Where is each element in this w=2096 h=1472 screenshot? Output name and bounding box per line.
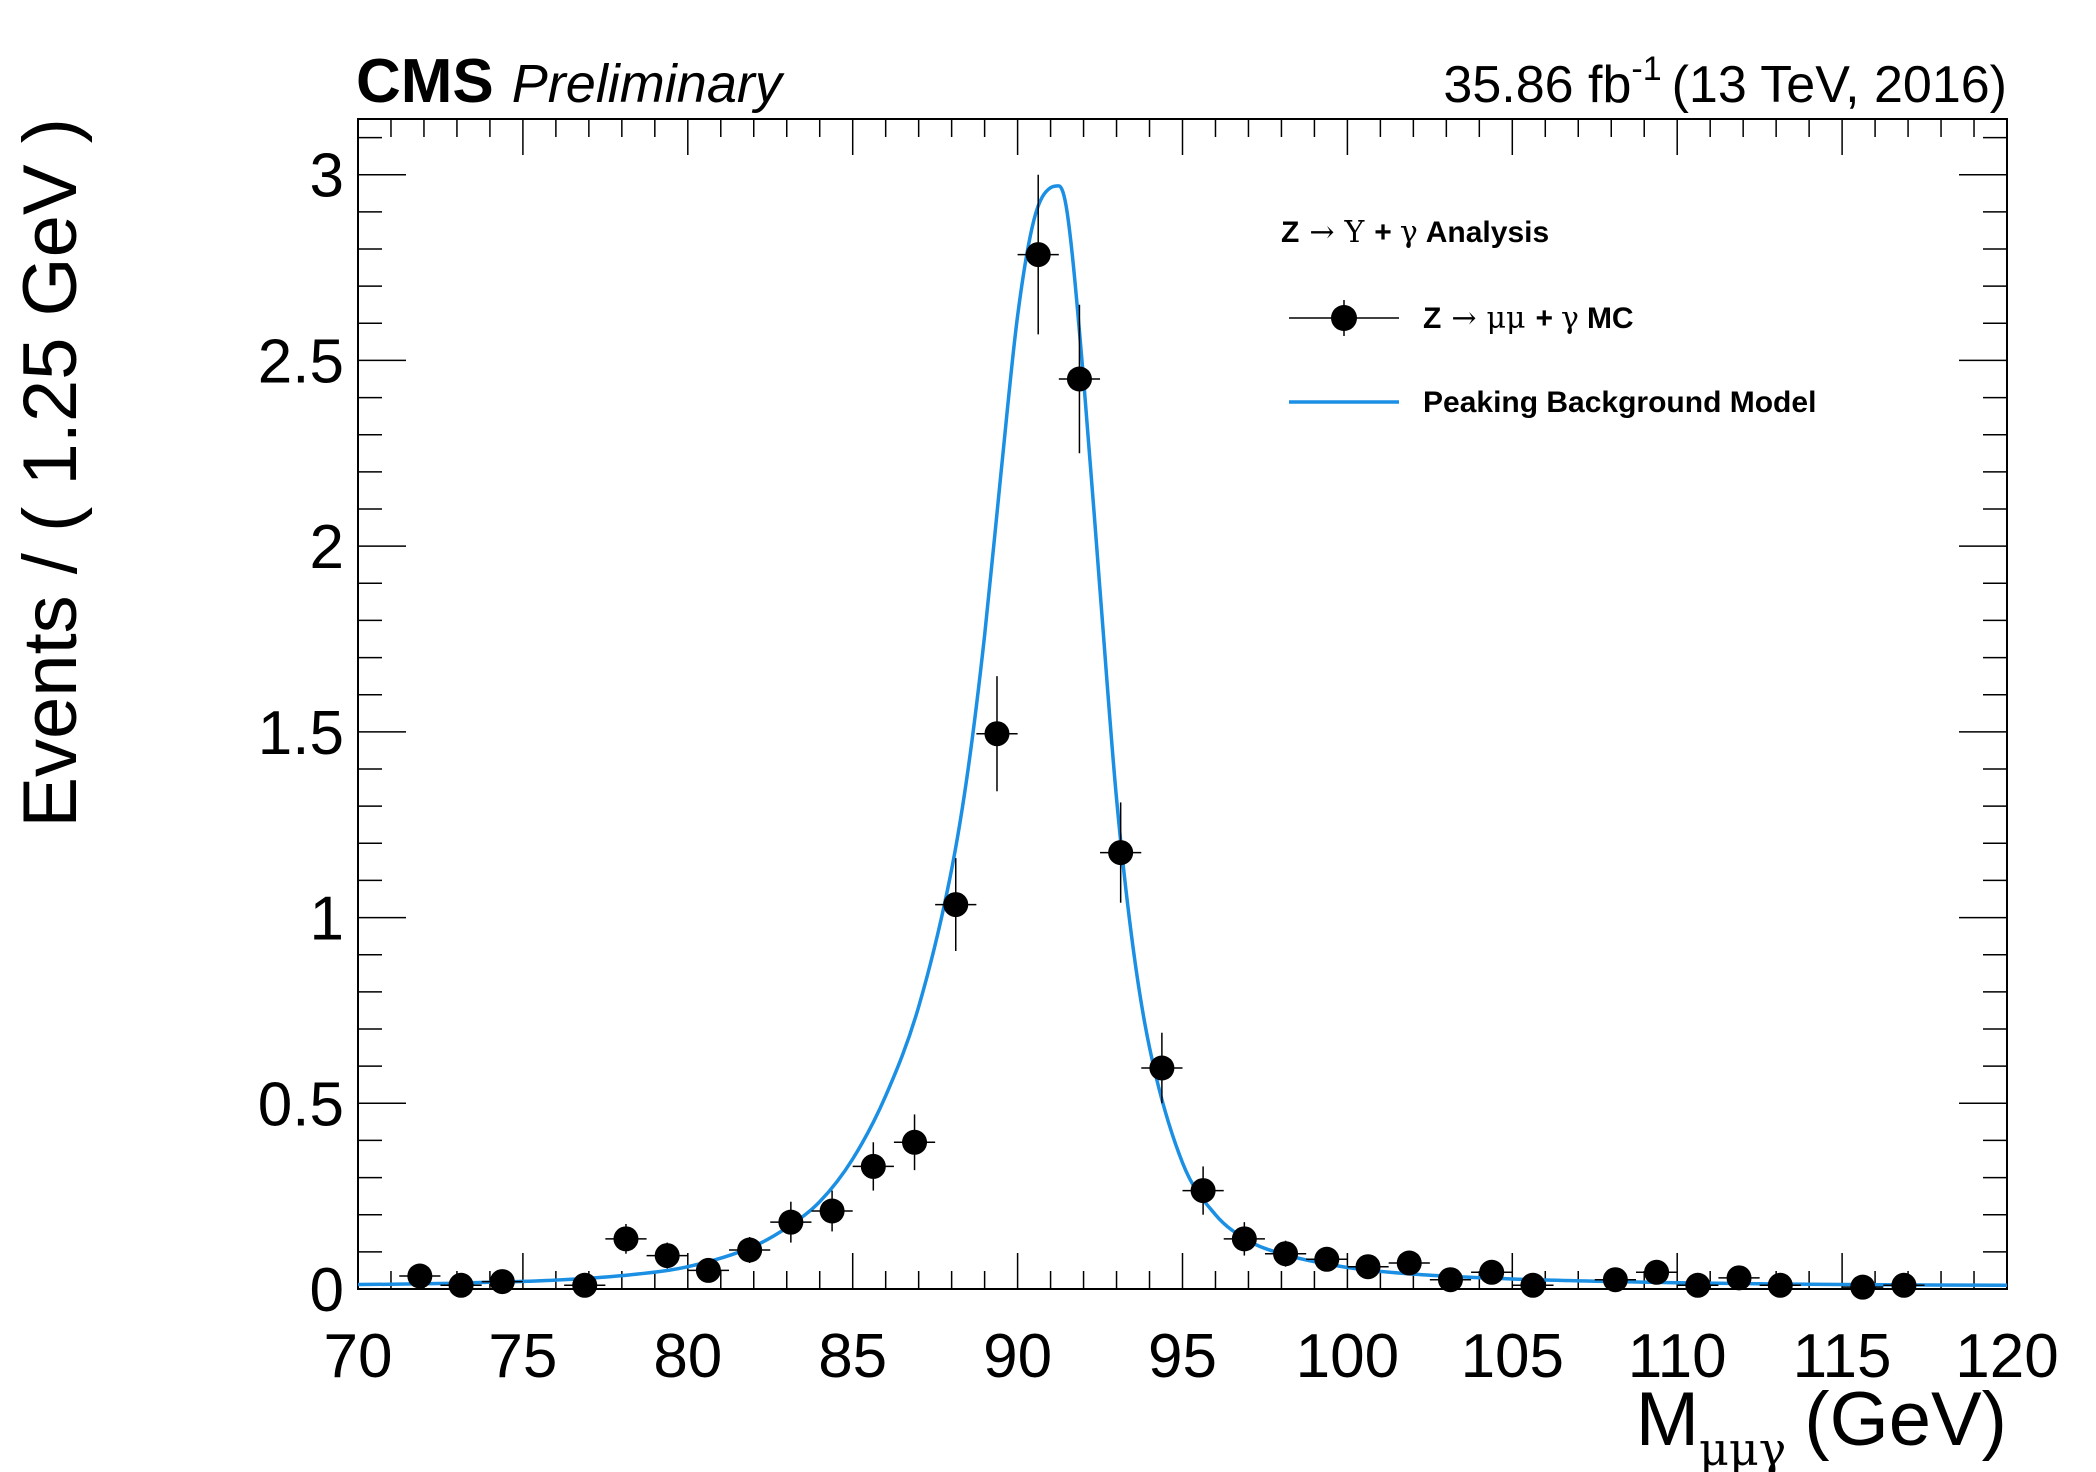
y-axis-title: Events / ( 1.25 GeV ): [8, 118, 93, 828]
data-point: [729, 1237, 771, 1263]
x-axis-title: Mμμγ (GeV): [1636, 1377, 2007, 1472]
y-tick-label: 2: [310, 513, 344, 582]
data-point: [1677, 1272, 1719, 1298]
chart-header: CMS Preliminary: [356, 47, 785, 116]
data-point: [1759, 1272, 1801, 1298]
x-tick-label: 105: [1461, 1322, 1564, 1391]
data-point: [1264, 1240, 1307, 1267]
x-tick-label: 70: [324, 1322, 393, 1391]
data-point: [976, 676, 1018, 792]
legend-entry-mc-particle: μμ: [1486, 301, 1525, 336]
data-point: [893, 1114, 936, 1171]
luminosity-suffix: (13 TeV, 2016): [1672, 56, 2007, 114]
data-point: [1429, 1267, 1472, 1293]
x-axis-unit: (GeV): [1804, 1377, 2007, 1462]
data-point: [811, 1190, 853, 1232]
data-point: [1594, 1267, 1636, 1293]
experiment-label: CMS: [356, 47, 494, 116]
x-tick-label: 75: [488, 1322, 557, 1391]
data-point: [687, 1257, 730, 1283]
y-tick-label: 1.5: [258, 699, 344, 768]
data-point: [770, 1201, 812, 1243]
x-tick-label: 100: [1296, 1322, 1399, 1391]
data-point: [399, 1263, 441, 1289]
x-tick-label: 120: [1955, 1322, 2058, 1391]
x-axis-main: M: [1636, 1377, 1699, 1462]
data-point: [646, 1242, 688, 1269]
data-point: [440, 1272, 482, 1298]
legend-entry-mc-arrow: →: [1451, 301, 1476, 336]
x-tick-label: 110: [1628, 1322, 1727, 1391]
x-tick-labels: 70 75 80 85 90 95 100 105 110 115 120: [324, 1322, 2059, 1391]
data-point: [1306, 1246, 1348, 1272]
legend-header-pre: Z: [1281, 216, 1299, 249]
x-tick-label: 115: [1793, 1322, 1892, 1391]
series-peaking-background-model: [357, 184, 2008, 1288]
data-point: [1512, 1272, 1554, 1298]
data-point: [1100, 802, 1142, 903]
x-tick-label: 80: [653, 1322, 722, 1391]
data-point: [852, 1142, 894, 1191]
data-point: [1347, 1254, 1389, 1280]
series-mc-points: [399, 174, 1925, 1300]
x-tick-label: 90: [983, 1322, 1052, 1391]
legend-entry-mc-gamma: γ: [1561, 301, 1579, 336]
legend-entry-mc-plus: +: [1535, 302, 1553, 335]
legend-marker-points: [1289, 300, 1399, 336]
luminosity-exponent: -1: [1631, 50, 1661, 88]
axis-ticks: [357, 119, 2008, 1290]
data-point: [1017, 174, 1059, 335]
plot-frame: [357, 118, 2008, 1290]
x-tick-label: 95: [1148, 1322, 1217, 1391]
x-tick-label: 85: [818, 1322, 887, 1391]
status-label: Preliminary: [512, 54, 785, 114]
y-tick-labels: 0 0.5 1 1.5 2 2.5 3: [258, 142, 344, 1325]
data-point: [1388, 1250, 1430, 1276]
legend-header-arrow: →: [1309, 215, 1334, 250]
data-point: [1058, 304, 1101, 454]
data-point: [1182, 1166, 1224, 1215]
data-point: [564, 1272, 606, 1298]
legend-header-particle: Υ: [1343, 215, 1365, 250]
legend-entry-mc-post: MC: [1587, 302, 1634, 335]
legend-entry-mc-pre: Z: [1423, 302, 1441, 335]
y-tick-label: 0: [310, 1256, 344, 1325]
data-point: [1842, 1274, 1884, 1300]
y-tick-label: 2.5: [258, 327, 344, 396]
data-point: [1141, 1032, 1183, 1104]
data-point: [1223, 1222, 1265, 1256]
data-point: [935, 858, 977, 951]
data-point: [1635, 1259, 1678, 1285]
data-point: [1883, 1272, 1925, 1298]
y-tick-label: 1: [310, 885, 344, 954]
data-point: [605, 1224, 647, 1254]
legend-header-plus: +: [1374, 216, 1392, 249]
data-point: [481, 1269, 523, 1295]
x-axis-subscript: μμγ: [1699, 1422, 1786, 1472]
luminosity-label: 35.86 fb-1 (13 TeV, 2016): [1443, 50, 2007, 114]
legend-entry-model: Peaking Background Model: [1423, 386, 1816, 419]
data-point: [1718, 1265, 1760, 1291]
legend-header-post: Analysis: [1426, 216, 1549, 249]
y-tick-label: 3: [310, 142, 344, 211]
luminosity-value: 35.86 fb: [1443, 56, 1631, 114]
legend-header-gamma: γ: [1400, 215, 1418, 250]
y-tick-label: 0.5: [258, 1070, 344, 1139]
legend-entry-mc: Z → μμ + γ MC: [1423, 301, 1634, 336]
legend: Z → Υ + γ Analysis Z → μμ + γ MC Peaking Backgroun…: [1281, 215, 1816, 419]
legend-header: Z → Υ + γ Analysis: [1281, 215, 1549, 250]
data-point: [1471, 1259, 1513, 1285]
